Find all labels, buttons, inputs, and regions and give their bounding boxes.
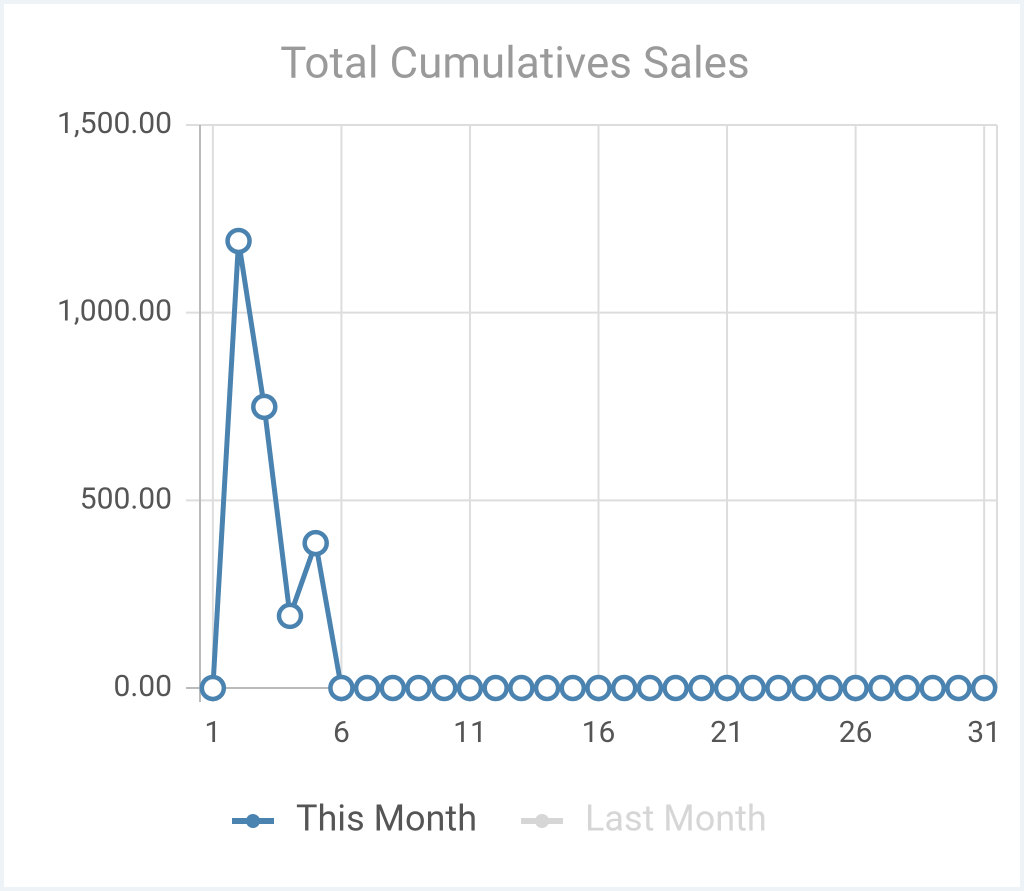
- x-tick-label: 21: [710, 715, 744, 750]
- data-point: [456, 674, 484, 702]
- data-point: [199, 674, 227, 702]
- data-point: [353, 674, 381, 702]
- data-point: [970, 674, 998, 702]
- data-point: [893, 674, 921, 702]
- legend-label[interactable]: This Month: [296, 798, 477, 840]
- data-point: [713, 674, 741, 702]
- data-point: [816, 674, 844, 702]
- data-point: [662, 674, 689, 702]
- y-tick-label: 1,000.00: [57, 294, 172, 329]
- data-point: [225, 227, 252, 255]
- x-tick-label: 11: [453, 715, 487, 750]
- data-point: [302, 529, 329, 557]
- data-point: [919, 674, 946, 702]
- data-point: [585, 674, 612, 702]
- x-tick-label: 31: [967, 715, 1001, 750]
- data-point: [430, 674, 458, 702]
- x-tick-label: 26: [839, 715, 873, 750]
- legend-dot: [535, 814, 550, 828]
- data-point: [739, 674, 767, 702]
- data-point: [559, 674, 587, 702]
- data-point: [842, 674, 869, 702]
- chart-title: Total Cumulatives Sales: [280, 37, 749, 89]
- data-point: [636, 674, 664, 702]
- data-point: [610, 674, 638, 702]
- data-point: [405, 674, 432, 702]
- data-point: [945, 674, 972, 702]
- data-point: [790, 674, 818, 702]
- data-point: [868, 674, 895, 702]
- data-point: [533, 674, 561, 702]
- data-point: [688, 674, 715, 702]
- y-tick-label: 0.00: [114, 669, 173, 704]
- y-tick-label: 1,500.00: [57, 106, 172, 141]
- x-tick-label: 16: [582, 715, 616, 750]
- data-point: [328, 674, 355, 702]
- legend-label[interactable]: Last Month: [585, 798, 767, 840]
- data-point: [379, 674, 407, 702]
- data-point: [508, 674, 535, 702]
- data-point: [251, 393, 278, 421]
- data-point: [765, 674, 792, 702]
- y-tick-label: 500.00: [80, 481, 172, 516]
- x-tick-label: 6: [333, 715, 350, 750]
- legend-dot: [246, 814, 260, 828]
- x-tick-label: 1: [204, 715, 221, 750]
- data-point: [276, 602, 304, 630]
- data-point: [482, 674, 509, 702]
